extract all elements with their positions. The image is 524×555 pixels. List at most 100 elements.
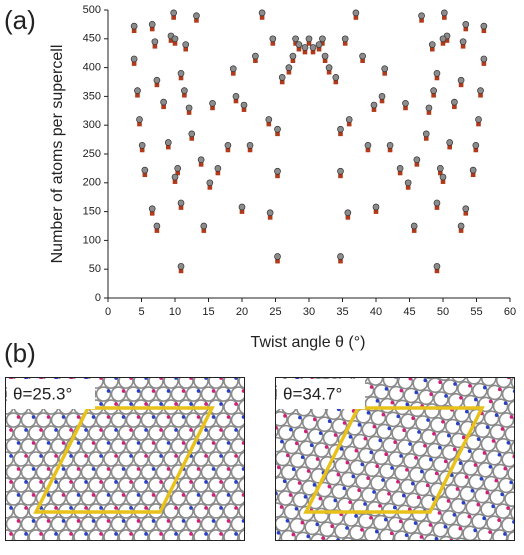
ring — [407, 363, 421, 377]
point — [418, 12, 425, 20]
ring — [148, 451, 164, 467]
atom — [174, 378, 178, 380]
x-axis-label: Twist angle θ (°) — [251, 334, 366, 351]
atom — [54, 506, 58, 510]
point — [209, 99, 216, 107]
atom — [2, 389, 6, 393]
atom — [47, 363, 51, 367]
atom — [61, 493, 66, 497]
ring — [65, 490, 82, 506]
ring — [217, 543, 231, 550]
ring — [457, 381, 473, 397]
atom — [429, 392, 433, 397]
point — [446, 139, 454, 146]
atom — [276, 491, 278, 495]
atom — [381, 478, 385, 482]
atom — [425, 483, 430, 488]
atom — [468, 384, 472, 388]
atom — [92, 363, 96, 367]
atom — [518, 469, 522, 473]
atom — [204, 378, 208, 380]
ring — [133, 451, 149, 467]
ring — [215, 516, 232, 532]
point — [279, 79, 285, 85]
point — [480, 22, 488, 30]
point — [428, 41, 436, 48]
point — [326, 69, 332, 75]
atom — [189, 480, 193, 484]
point — [433, 70, 441, 77]
atom — [464, 475, 469, 479]
atom — [129, 506, 133, 510]
atom — [62, 363, 66, 367]
atom — [249, 506, 253, 510]
ring — [385, 476, 401, 493]
ring — [200, 438, 217, 454]
atom — [381, 544, 385, 548]
point — [200, 222, 208, 230]
ring — [352, 433, 369, 450]
ring — [6, 469, 7, 475]
ring — [432, 456, 449, 473]
atom — [416, 495, 421, 500]
point — [425, 104, 433, 112]
atom — [2, 415, 6, 419]
point — [434, 75, 440, 81]
ring — [148, 529, 164, 540]
atom — [413, 521, 418, 525]
atom — [461, 435, 466, 440]
point — [166, 144, 171, 150]
point — [293, 41, 298, 46]
atom — [129, 402, 133, 406]
atom — [443, 524, 448, 529]
point — [396, 165, 404, 172]
ring — [370, 409, 387, 426]
ring — [95, 386, 112, 402]
atom — [121, 441, 126, 445]
point — [171, 173, 179, 181]
ring — [292, 426, 309, 443]
atom — [114, 454, 118, 458]
atom — [396, 414, 401, 419]
atom — [167, 545, 171, 549]
atom — [389, 531, 394, 536]
point — [161, 104, 166, 110]
point — [233, 98, 239, 104]
atom — [497, 518, 501, 522]
point — [387, 147, 393, 153]
atom — [351, 474, 356, 479]
atom — [434, 471, 439, 476]
ring — [187, 361, 201, 375]
atom — [76, 415, 81, 419]
atom — [390, 466, 394, 470]
atom — [211, 415, 216, 419]
ring — [118, 425, 134, 441]
ring — [477, 527, 493, 540]
ring — [230, 464, 244, 480]
atom — [189, 428, 193, 432]
ring — [441, 509, 458, 526]
ring — [35, 438, 52, 454]
ring — [80, 438, 97, 454]
point — [224, 142, 232, 149]
atom — [211, 441, 216, 445]
ring — [170, 386, 187, 402]
ring — [373, 449, 389, 466]
atom — [122, 363, 126, 367]
ring — [178, 451, 194, 467]
atom — [226, 519, 231, 523]
atom — [257, 389, 261, 393]
atom — [500, 427, 505, 431]
atom — [419, 535, 424, 539]
point — [198, 162, 204, 167]
atom — [485, 490, 490, 495]
ring — [28, 529, 44, 540]
x-tick-label: 35 — [336, 306, 348, 318]
atom — [354, 514, 358, 518]
atom — [227, 363, 231, 367]
atom — [39, 532, 43, 536]
atom — [2, 545, 6, 549]
point — [397, 170, 403, 176]
ring — [441, 444, 458, 461]
point — [296, 46, 302, 52]
